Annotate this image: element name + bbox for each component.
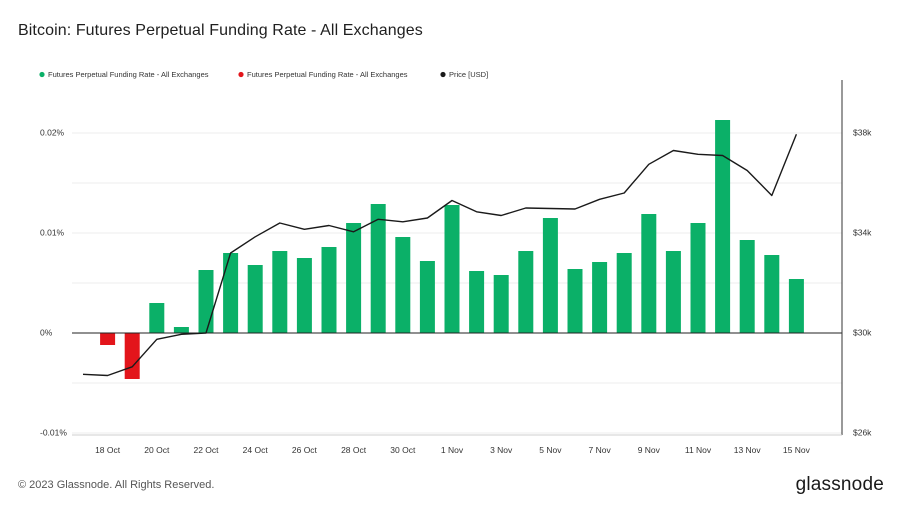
legend: Futures Perpetual Funding Rate - All Exc… xyxy=(39,70,488,79)
funding-rate-bar xyxy=(690,223,706,333)
funding-rate-bar xyxy=(493,275,509,333)
price-line xyxy=(82,134,798,377)
x-tick-label: 13 Nov xyxy=(734,445,762,455)
axis-labels: 0.02% 0.01% 0% -0.01% $38k $34k $30k $26k 18 Oct… xyxy=(40,127,872,455)
x-tick-label: 1 Nov xyxy=(441,445,464,455)
funding-rate-bar xyxy=(346,223,362,333)
funding-rate-bar xyxy=(223,253,239,333)
x-tick-label: 15 Nov xyxy=(783,445,811,455)
funding-rate-bar xyxy=(395,237,411,333)
funding-rate-bar xyxy=(616,253,632,333)
y-right-tick-label: $38k xyxy=(853,127,872,137)
funding-rate-bar xyxy=(715,120,731,333)
x-tick-label: 20 Oct xyxy=(144,445,170,455)
legend-marker xyxy=(39,71,45,78)
glassnode-logo: glassnode xyxy=(795,474,884,495)
funding-rate-bar xyxy=(419,261,435,333)
funding-rate-bar xyxy=(370,204,386,333)
funding-rate-bar xyxy=(100,333,116,345)
x-tick-label: 24 Oct xyxy=(243,445,269,455)
funding-rate-bar xyxy=(296,258,312,333)
legend-label: Futures Perpetual Funding Rate - All Exc… xyxy=(247,70,408,79)
y-right-tick-label: $26k xyxy=(853,427,872,437)
y-left-tick-label: 0.01% xyxy=(40,227,65,237)
funding-rate-bar xyxy=(444,205,460,333)
x-tick-label: 7 Nov xyxy=(588,445,611,455)
x-tick-label: 11 Nov xyxy=(685,445,712,455)
legend-marker xyxy=(440,71,446,78)
funding-rate-bar xyxy=(788,279,804,333)
funding-rate-bar xyxy=(665,251,681,333)
funding-rate-bar xyxy=(542,218,558,333)
x-tick-label: 18 Oct xyxy=(95,445,121,455)
funding-rate-bar xyxy=(124,333,140,379)
funding-rate-bar xyxy=(739,240,755,333)
legend-label: Price [USD] xyxy=(449,70,488,79)
funding-rate-bar xyxy=(764,255,780,333)
x-tick-label: 5 Nov xyxy=(539,445,562,455)
x-tick-label: 3 Nov xyxy=(490,445,513,455)
x-tick-label: 22 Oct xyxy=(193,445,219,455)
y-left-tick-label: -0.01% xyxy=(40,427,67,437)
y-right-tick-label: $30k xyxy=(853,327,872,337)
funding-rate-bar xyxy=(149,303,165,333)
funding-rate-bar xyxy=(518,251,534,333)
y-right-tick-label: $34k xyxy=(853,227,872,237)
x-tick-label: 26 Oct xyxy=(292,445,318,455)
price-line-group xyxy=(82,134,798,377)
funding-rate-bar xyxy=(567,269,583,333)
x-tick-label: 30 Oct xyxy=(390,445,416,455)
x-tick-label: 9 Nov xyxy=(638,445,661,455)
x-tick-label: 28 Oct xyxy=(341,445,367,455)
funding-rate-bar xyxy=(247,265,263,333)
copyright-text: © 2023 Glassnode. All Rights Reserved. xyxy=(18,479,215,491)
funding-rate-bars xyxy=(100,120,804,379)
funding-rate-bar xyxy=(198,270,214,333)
legend-label: Futures Perpetual Funding Rate - All Exc… xyxy=(48,70,209,79)
funding-rate-bar xyxy=(272,251,288,333)
funding-rate-bar xyxy=(321,247,337,333)
funding-rate-bar xyxy=(641,214,657,333)
funding-rate-bar xyxy=(469,271,485,333)
funding-rate-bar xyxy=(173,327,189,333)
legend-marker xyxy=(238,71,244,78)
chart-title: Bitcoin: Futures Perpetual Funding Rate … xyxy=(18,22,423,39)
y-left-tick-label: 0% xyxy=(40,327,53,337)
y-left-tick-label: 0.02% xyxy=(40,127,65,137)
funding-rate-bar xyxy=(592,262,608,333)
